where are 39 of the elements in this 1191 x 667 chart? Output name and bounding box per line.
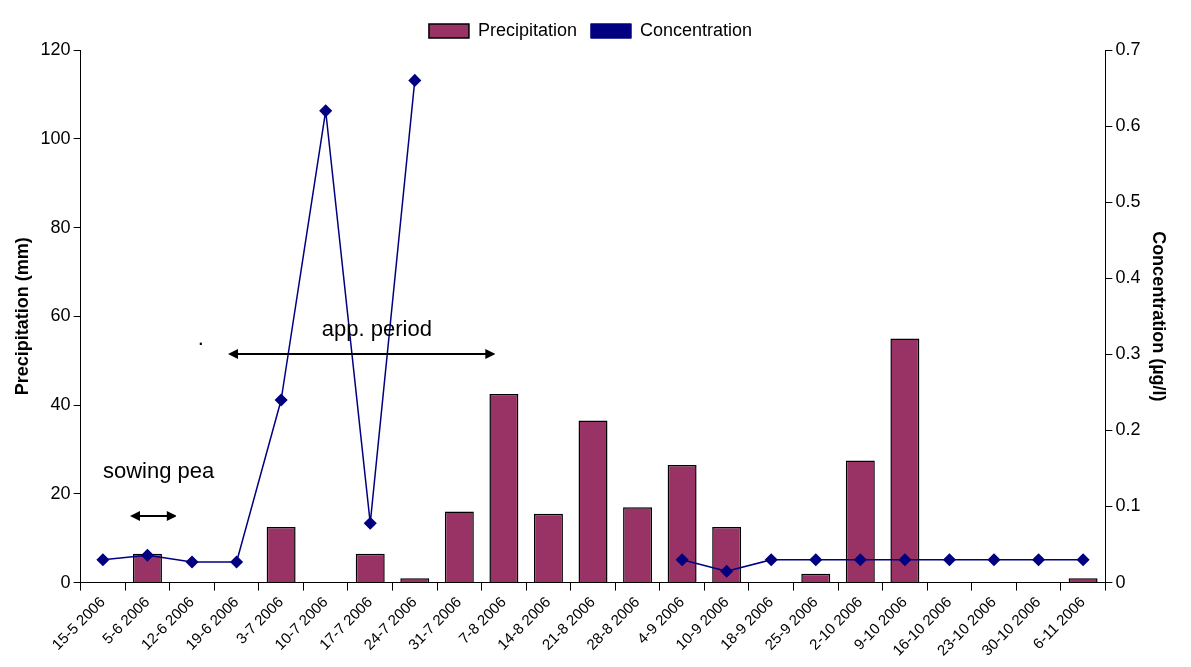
point (898, 553, 912, 567)
point (854, 553, 867, 567)
y2-tick-label: 0.3 (1115, 343, 1141, 364)
point (185, 555, 199, 569)
point (1076, 553, 1090, 567)
y2-tick-label: 0 (1115, 571, 1126, 592)
annotation: . (197, 324, 204, 350)
y-tick-label: 80 (50, 216, 71, 237)
annotation: sowing pea (102, 457, 216, 483)
point (1032, 553, 1045, 567)
point (675, 553, 689, 567)
legend-label: Concentration (639, 19, 753, 40)
point (943, 553, 956, 567)
point (274, 393, 288, 407)
y2-axis-title: Concentration (µg/l) (1149, 231, 1170, 402)
y2-tick-label: 0.4 (1115, 267, 1141, 288)
y-tick-label: 100 (40, 127, 71, 148)
y-tick-label: 20 (50, 482, 71, 503)
y2-tick-label: 0.7 (1115, 38, 1141, 59)
point (408, 74, 422, 87)
point (319, 104, 332, 118)
y-axis-title: Precipitation (mm) (11, 237, 32, 396)
y-tick-label: 60 (50, 305, 71, 326)
point (141, 548, 154, 562)
point (764, 553, 778, 567)
point (720, 564, 733, 578)
legend-label: Precipitation (477, 19, 577, 40)
y-tick-label: 40 (50, 394, 71, 415)
y-tick-label: 120 (40, 38, 71, 59)
point (987, 553, 1001, 567)
y2-tick-label: 0.1 (1115, 495, 1141, 516)
point (96, 553, 110, 567)
y2-tick-label: 0.6 (1115, 115, 1141, 136)
y2-tick-label: 0.5 (1115, 191, 1141, 212)
y2-tick-label: 0.2 (1115, 419, 1141, 440)
point (809, 553, 823, 567)
point (230, 555, 243, 569)
point (363, 517, 377, 530)
y-tick-label: 0 (60, 571, 71, 592)
